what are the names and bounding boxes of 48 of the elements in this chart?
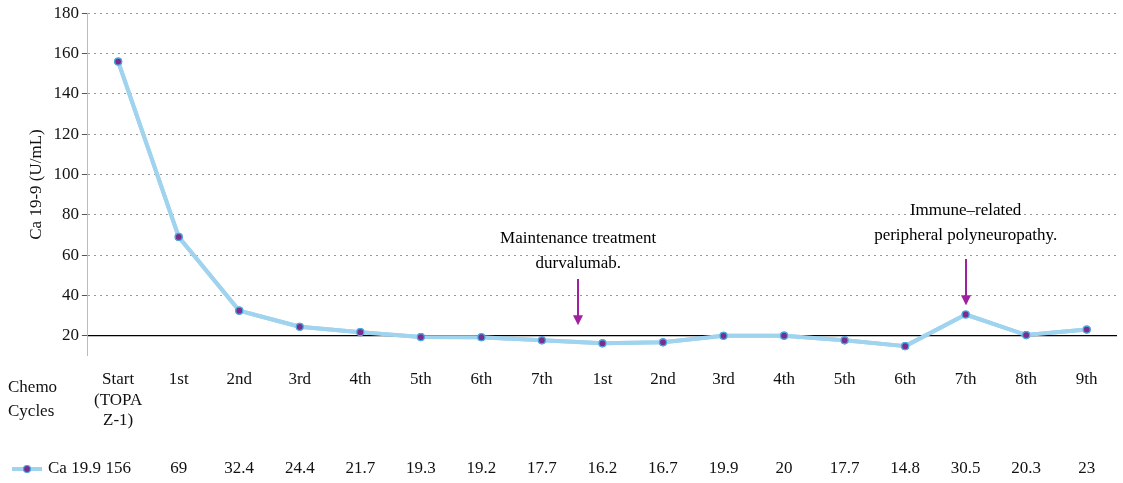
data-label: 21.7 (345, 458, 376, 478)
x-axis-title: Chemo Cycles (8, 377, 58, 421)
data-label: 14.8 (890, 458, 920, 478)
x-tick-label: 4th (349, 369, 372, 389)
data-label: 24.4 (284, 458, 316, 478)
y-tick-label: 20 (61, 325, 79, 345)
data-label: 16.7 (648, 458, 679, 478)
annotation: Maintenance treatment durvalumab. (500, 226, 657, 274)
x-tick-label: 1st (168, 369, 189, 389)
x-tick-label: 9th (1075, 369, 1099, 389)
x-tick-label: 2nd (226, 369, 253, 389)
y-tick-label: 100 (53, 163, 79, 183)
data-label: 19.3 (405, 458, 436, 478)
x-tick-label: 5th (409, 369, 433, 389)
y-tick-label: 120 (53, 123, 79, 143)
x-tick-label: 6th (470, 369, 493, 389)
data-label: 19.9 (708, 458, 739, 478)
x-tick-label: 7th (954, 369, 978, 389)
y-tick-label: 140 (53, 83, 79, 103)
x-tick-label: 6th (894, 369, 917, 389)
data-label: 17.7 (527, 458, 558, 478)
x-tick-label: 4th (773, 369, 796, 389)
data-label: 20.3 (1011, 458, 1042, 478)
x-tick-label: 5th (833, 369, 856, 389)
x-tick-label: 3rd (288, 369, 312, 389)
x-tick-label: 8th (1015, 369, 1038, 389)
data-label: 20 (775, 458, 793, 478)
x-tick-label: 2nd (650, 369, 677, 389)
data-label: 23 (1078, 458, 1096, 478)
data-label: 156 (105, 458, 131, 478)
x-tick-label: 7th (531, 369, 554, 389)
y-tick-label: 40 (61, 284, 79, 304)
data-label: 17.7 (829, 458, 860, 478)
y-axis-title: Ca 19-9 (U/mL) (25, 129, 45, 240)
y-tick-label: 180 (53, 2, 79, 22)
data-label: 16.2 (587, 458, 618, 478)
legend-label: Ca 19.9 (48, 458, 101, 478)
data-label: 32.4 (224, 458, 255, 478)
annotation: Immune–related peripheral polyneuropathy. (874, 198, 1058, 246)
data-label: 19.2 (466, 458, 497, 478)
data-label: 69 (170, 458, 188, 478)
x-tick-label: 3rd (712, 369, 736, 389)
y-tick-label: 80 (61, 204, 79, 224)
y-tick-label: 60 (61, 244, 79, 264)
x-tick-label: Start (TOPA Z-1) (94, 369, 143, 430)
y-tick-label: 160 (53, 42, 79, 62)
x-tick-label: 1st (592, 369, 613, 389)
data-label: 30.5 (950, 458, 981, 478)
